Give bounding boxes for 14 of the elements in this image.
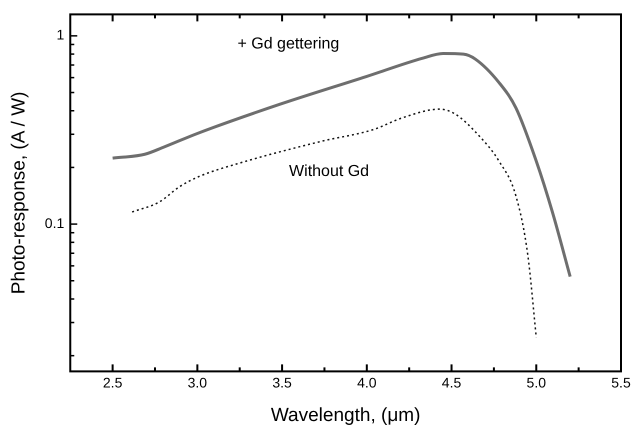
y-tick-label: 1 (56, 26, 64, 43)
line-series (111, 52, 572, 278)
series-label: Without Gd (289, 162, 370, 180)
x-axis-title: Wavelength, (μm) (270, 404, 420, 426)
text: 3.0 (188, 374, 208, 391)
x-tick-label: 5.5 (611, 374, 631, 391)
text: 4.0 (357, 374, 377, 391)
x-tick-label: 2.5 (102, 374, 123, 391)
text: 5.0 (526, 374, 546, 391)
y-tick-label: 0.1 (44, 214, 64, 231)
x-tick-label: 4.5 (442, 374, 462, 391)
x-tick-label: 3.5 (272, 374, 292, 391)
y-axis-title: Photo-response, (A / W) (8, 92, 30, 294)
series-label: + Gd gettering (237, 35, 340, 52)
